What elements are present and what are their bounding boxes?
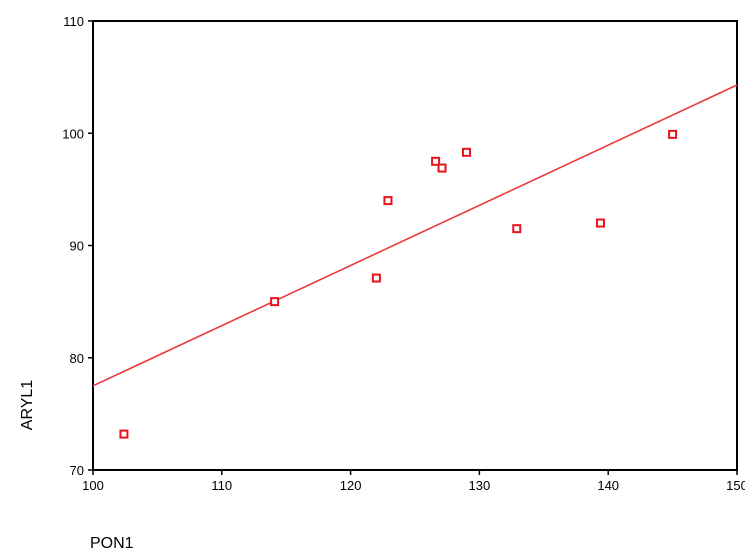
- y-tick-label: 80: [70, 351, 84, 366]
- x-tick-label: 150: [726, 478, 745, 493]
- data-point: [383, 196, 393, 206]
- y-tick-label: 110: [63, 14, 84, 29]
- y-axis-ticks: 70 80 90 100 110: [62, 14, 93, 478]
- x-axis-ticks: 100 110 120 130 140 150: [82, 470, 745, 493]
- x-tick-label: 140: [597, 478, 619, 493]
- data-points: [119, 129, 678, 439]
- x-axis-title: PON1: [90, 535, 134, 552]
- x-tick-label: 130: [469, 478, 491, 493]
- x-tick-label: 120: [340, 478, 362, 493]
- fit-line-group: [92, 84, 738, 387]
- regression-line: [92, 84, 738, 387]
- x-tick-label: 110: [211, 478, 232, 493]
- y-tick-label: 100: [62, 126, 84, 141]
- data-point: [595, 218, 605, 228]
- data-point: [270, 297, 280, 307]
- plot-area: [92, 20, 738, 471]
- data-point: [668, 129, 678, 139]
- data-point: [431, 156, 441, 166]
- data-point: [371, 273, 381, 283]
- y-tick-label: 90: [70, 239, 84, 254]
- data-point: [437, 163, 447, 173]
- x-tick-label: 100: [82, 478, 104, 493]
- y-axis-title: ARYL1: [19, 380, 36, 431]
- data-point: [119, 429, 129, 439]
- y-tick-label: 70: [70, 463, 84, 478]
- data-point: [512, 224, 522, 234]
- data-point: [462, 147, 472, 157]
